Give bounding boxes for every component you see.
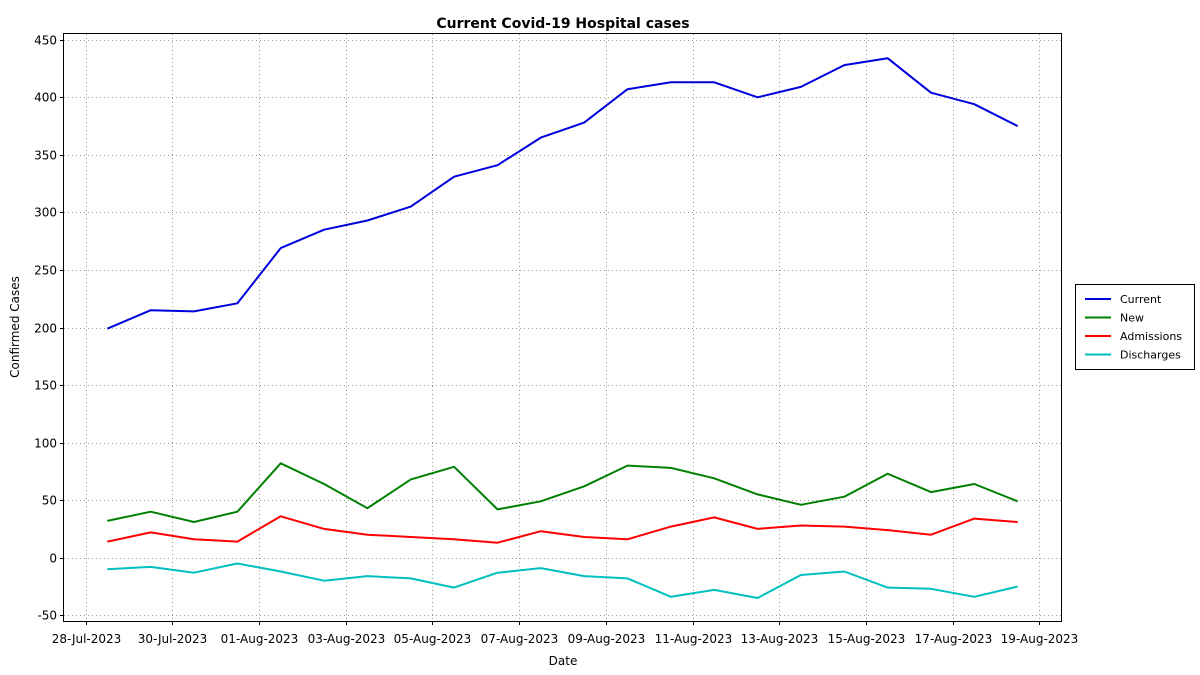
y-tick-label: 100 — [34, 437, 57, 451]
series-line-new — [107, 462, 1019, 523]
y-tick-label: -50 — [37, 609, 57, 623]
x-tick-label: 09-Aug-2023 — [568, 632, 646, 646]
legend-label-admissions: Admissions — [1120, 330, 1182, 343]
y-tick-label: 50 — [42, 494, 57, 508]
x-tick-label: 28-Jul-2023 — [52, 632, 122, 646]
series-lines — [106, 57, 1019, 599]
y-tick-label: 300 — [34, 206, 57, 220]
y-tick-label: 150 — [34, 379, 57, 393]
x-tick-label: 11-Aug-2023 — [655, 632, 733, 646]
y-tick-label: 450 — [34, 34, 57, 48]
y-axis-ticks: -50 0 50 100 150 200 250 300 350 400 450 — [34, 34, 64, 623]
x-tick-label: 01-Aug-2023 — [221, 632, 299, 646]
x-tick-label: 13-Aug-2023 — [741, 632, 819, 646]
y-tick-label: 350 — [34, 149, 57, 163]
legend-label-new: New — [1120, 312, 1144, 325]
y-tick-label: 0 — [49, 552, 57, 566]
y-tick-label: 200 — [34, 322, 57, 336]
x-tick-label: 03-Aug-2023 — [308, 632, 386, 646]
legend-label-current: Current — [1120, 293, 1162, 306]
series-line-current — [106, 57, 1019, 330]
legend: Current New Admissions Discharges — [1075, 284, 1195, 370]
x-tick-label: 19-Aug-2023 — [1001, 632, 1079, 646]
legend-label-discharges: Discharges — [1120, 349, 1181, 362]
plot-frame — [63, 33, 1062, 622]
x-axis-ticks: 28-Jul-2023 30-Jul-2023 01-Aug-2023 03-Aug-… — [52, 621, 1079, 646]
x-tick-label: 07-Aug-2023 — [481, 632, 559, 646]
x-tick-label: 30-Jul-2023 — [138, 632, 208, 646]
series-line-discharges — [107, 562, 1018, 599]
y-tick-label: 400 — [34, 91, 57, 105]
x-tick-label: 15-Aug-2023 — [828, 632, 906, 646]
series-line-admissions — [107, 515, 1018, 544]
x-tick-label: 05-Aug-2023 — [394, 632, 472, 646]
chart-title: Current Covid-19 Hospital cases — [436, 16, 689, 32]
y-axis-label: Confirmed Cases — [8, 276, 22, 378]
x-axis-label: Date — [549, 654, 578, 668]
y-tick-label: 250 — [34, 264, 57, 278]
x-tick-label: 17-Aug-2023 — [915, 632, 993, 646]
